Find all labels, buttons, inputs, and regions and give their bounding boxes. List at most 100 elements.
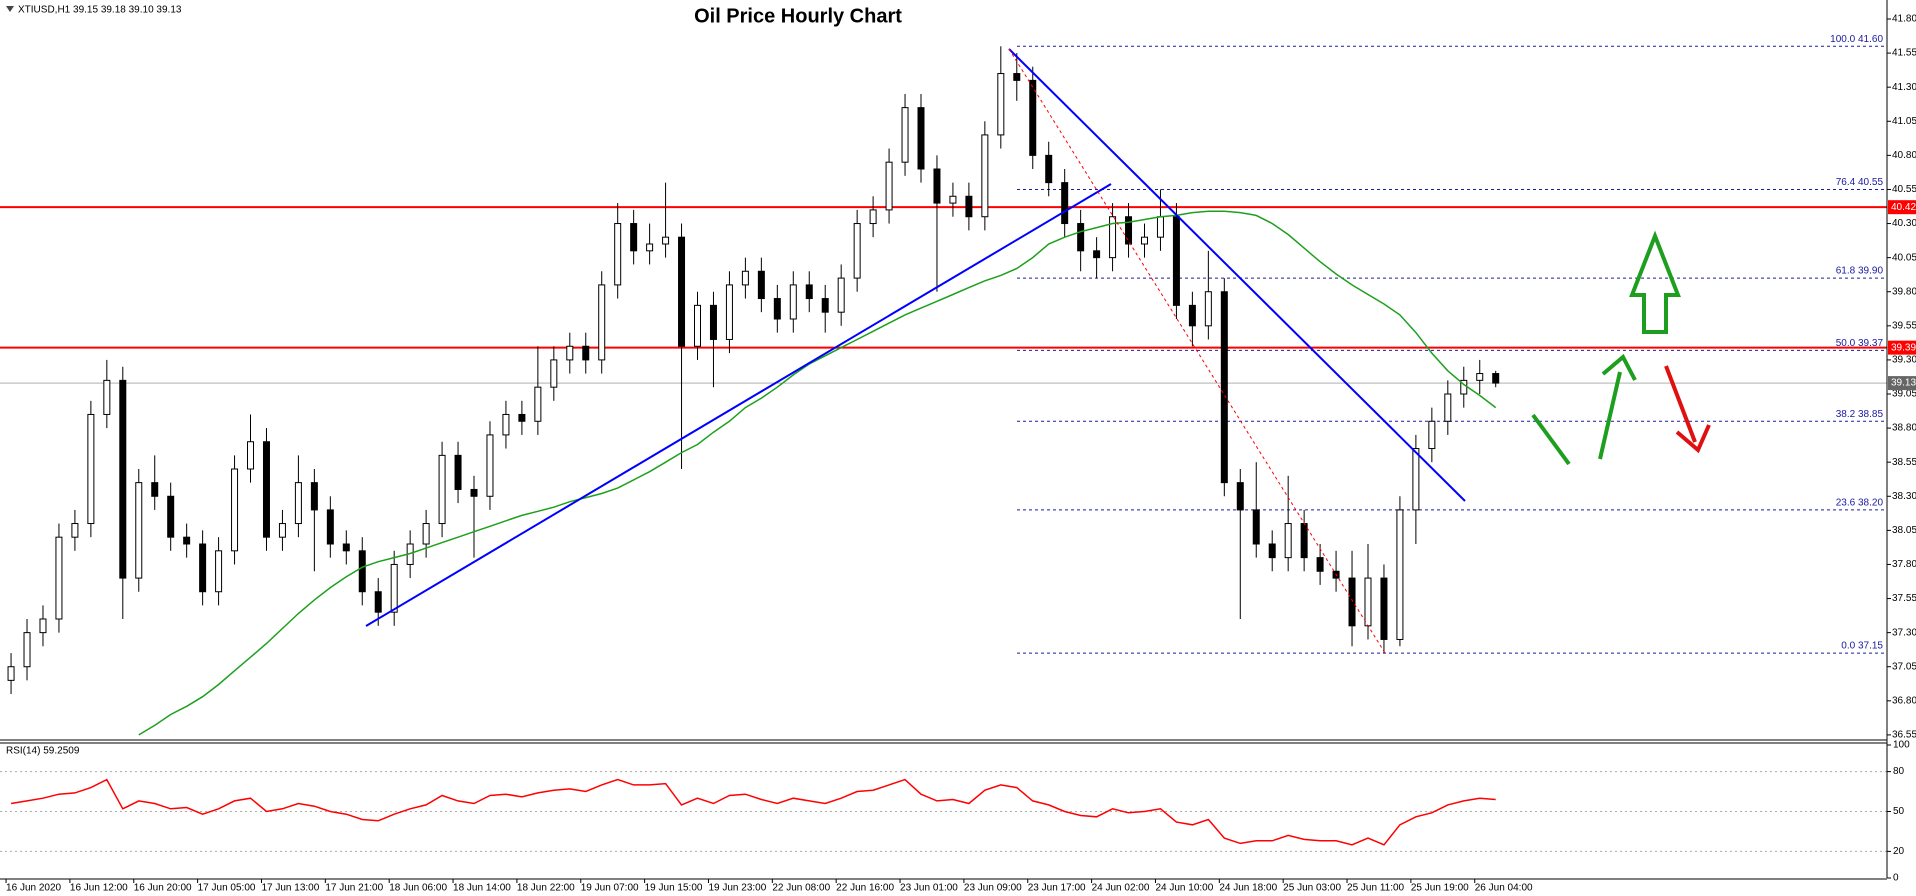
candle-body xyxy=(805,284,813,300)
candle-body xyxy=(853,223,861,279)
candle-body xyxy=(1013,73,1021,81)
candle-body xyxy=(215,550,223,593)
red-arrow xyxy=(1664,365,1697,443)
y-tick-label: 39.30 xyxy=(1892,355,1916,366)
y-tick-label: 40.30 xyxy=(1892,218,1916,229)
x-tick-label: 17 Jun 21:00 xyxy=(325,883,383,894)
candle-body xyxy=(502,413,510,436)
candle-body xyxy=(1093,250,1101,259)
candle-body xyxy=(1029,79,1037,156)
rsi-tick-label: 50 xyxy=(1893,806,1905,817)
candle-body xyxy=(1284,523,1292,559)
x-tick-label: 22 Jun 08:00 xyxy=(772,883,830,894)
candle-body xyxy=(247,441,255,470)
candle-body xyxy=(470,488,478,497)
candle-body xyxy=(1156,216,1164,238)
symbol-header: XTIUSD,H1 39.15 39.18 39.10 39.13 xyxy=(18,5,182,16)
candle-body xyxy=(87,413,95,525)
candle-body xyxy=(231,468,239,552)
candle-body xyxy=(598,284,606,361)
candle-body xyxy=(1172,216,1180,306)
candle-body xyxy=(1348,577,1356,627)
x-tick-label: 23 Jun 09:00 xyxy=(964,883,1022,894)
x-tick-label: 18 Jun 22:00 xyxy=(517,883,575,894)
candle-body xyxy=(614,223,622,286)
candle-body xyxy=(582,345,590,361)
candle-body xyxy=(310,482,318,511)
candle-body xyxy=(390,563,398,613)
candle-body xyxy=(997,73,1005,136)
candle-body xyxy=(869,209,877,225)
candle-body xyxy=(933,168,941,204)
candle-body xyxy=(534,386,542,422)
candle-body xyxy=(1364,577,1372,627)
y-tick-label: 38.05 xyxy=(1892,525,1916,536)
candle-body xyxy=(1109,216,1117,259)
candle-body xyxy=(662,236,670,245)
annotations xyxy=(365,48,1711,654)
hollow-up-arrow xyxy=(1629,230,1681,334)
candle-body xyxy=(1204,291,1212,327)
x-tick-label: 23 Jun 01:00 xyxy=(900,883,958,894)
level-tag-label: 39.39 xyxy=(1891,342,1916,353)
level-tag-label: 40.42 xyxy=(1891,202,1916,213)
candle-body xyxy=(454,454,462,490)
candle-body xyxy=(7,666,15,681)
candle-body xyxy=(709,304,717,340)
candle-body xyxy=(1236,482,1244,511)
candle-body xyxy=(1444,393,1452,422)
candle-body xyxy=(55,536,63,620)
green-stroke xyxy=(1531,413,1571,466)
candle-body xyxy=(981,134,989,218)
level-tag xyxy=(1888,200,1916,215)
candle-body xyxy=(789,284,797,320)
y-tick-label: 41.05 xyxy=(1892,116,1916,127)
candle-body xyxy=(1476,373,1484,381)
x-tick-label: 19 Jun 07:00 xyxy=(581,883,639,894)
candle-body xyxy=(342,543,350,552)
chart-title: Oil Price Hourly Chart xyxy=(694,5,902,27)
x-tick-label: 17 Jun 05:00 xyxy=(198,883,256,894)
x-tick-label: 24 Jun 10:00 xyxy=(1155,883,1213,894)
candle-body xyxy=(422,523,430,545)
green-arrow-head xyxy=(1601,353,1637,381)
candle-body xyxy=(486,434,494,497)
candle-body xyxy=(550,359,558,388)
y-tick-label: 37.80 xyxy=(1892,559,1916,570)
candle-body xyxy=(1316,557,1324,572)
candle-body xyxy=(23,632,31,668)
candle-body xyxy=(1220,291,1228,484)
x-tick-label: 19 Jun 23:00 xyxy=(708,883,766,894)
y-tick-label: 40.05 xyxy=(1892,252,1916,263)
rsi-tick-label: 0 xyxy=(1893,873,1899,884)
y-tick-label: 39.80 xyxy=(1892,286,1916,297)
candle-body xyxy=(917,107,925,170)
candle-body xyxy=(518,413,526,422)
y-tick-label: 36.55 xyxy=(1892,730,1916,741)
candle-body xyxy=(821,298,829,313)
rsi-tick-label: 80 xyxy=(1893,766,1905,777)
y-tick-label: 38.80 xyxy=(1892,423,1916,434)
candle-body xyxy=(741,270,749,286)
candle-body xyxy=(1492,373,1500,384)
candle-body xyxy=(773,298,781,320)
candle-body xyxy=(262,441,270,538)
y-tick-label: 40.55 xyxy=(1892,184,1916,195)
candle-body xyxy=(630,223,638,252)
y-tick-label: 38.55 xyxy=(1892,457,1916,468)
candle-body xyxy=(965,195,973,218)
data-layer xyxy=(0,46,1887,846)
y-tick-label: 41.80 xyxy=(1892,14,1916,25)
y-tick-label: 37.30 xyxy=(1892,627,1916,638)
x-tick-label: 25 Jun 03:00 xyxy=(1283,883,1341,894)
fib-label: 50.0 39.37 xyxy=(1836,338,1884,349)
candle-body xyxy=(374,591,382,613)
candle-body xyxy=(837,277,845,313)
candle-body xyxy=(678,236,686,347)
candle-body xyxy=(119,379,127,579)
rsi-line xyxy=(10,778,1496,846)
last-price-label: 39.13 xyxy=(1891,378,1916,389)
y-tick-label: 40.80 xyxy=(1892,150,1916,161)
candle-body xyxy=(694,304,702,347)
